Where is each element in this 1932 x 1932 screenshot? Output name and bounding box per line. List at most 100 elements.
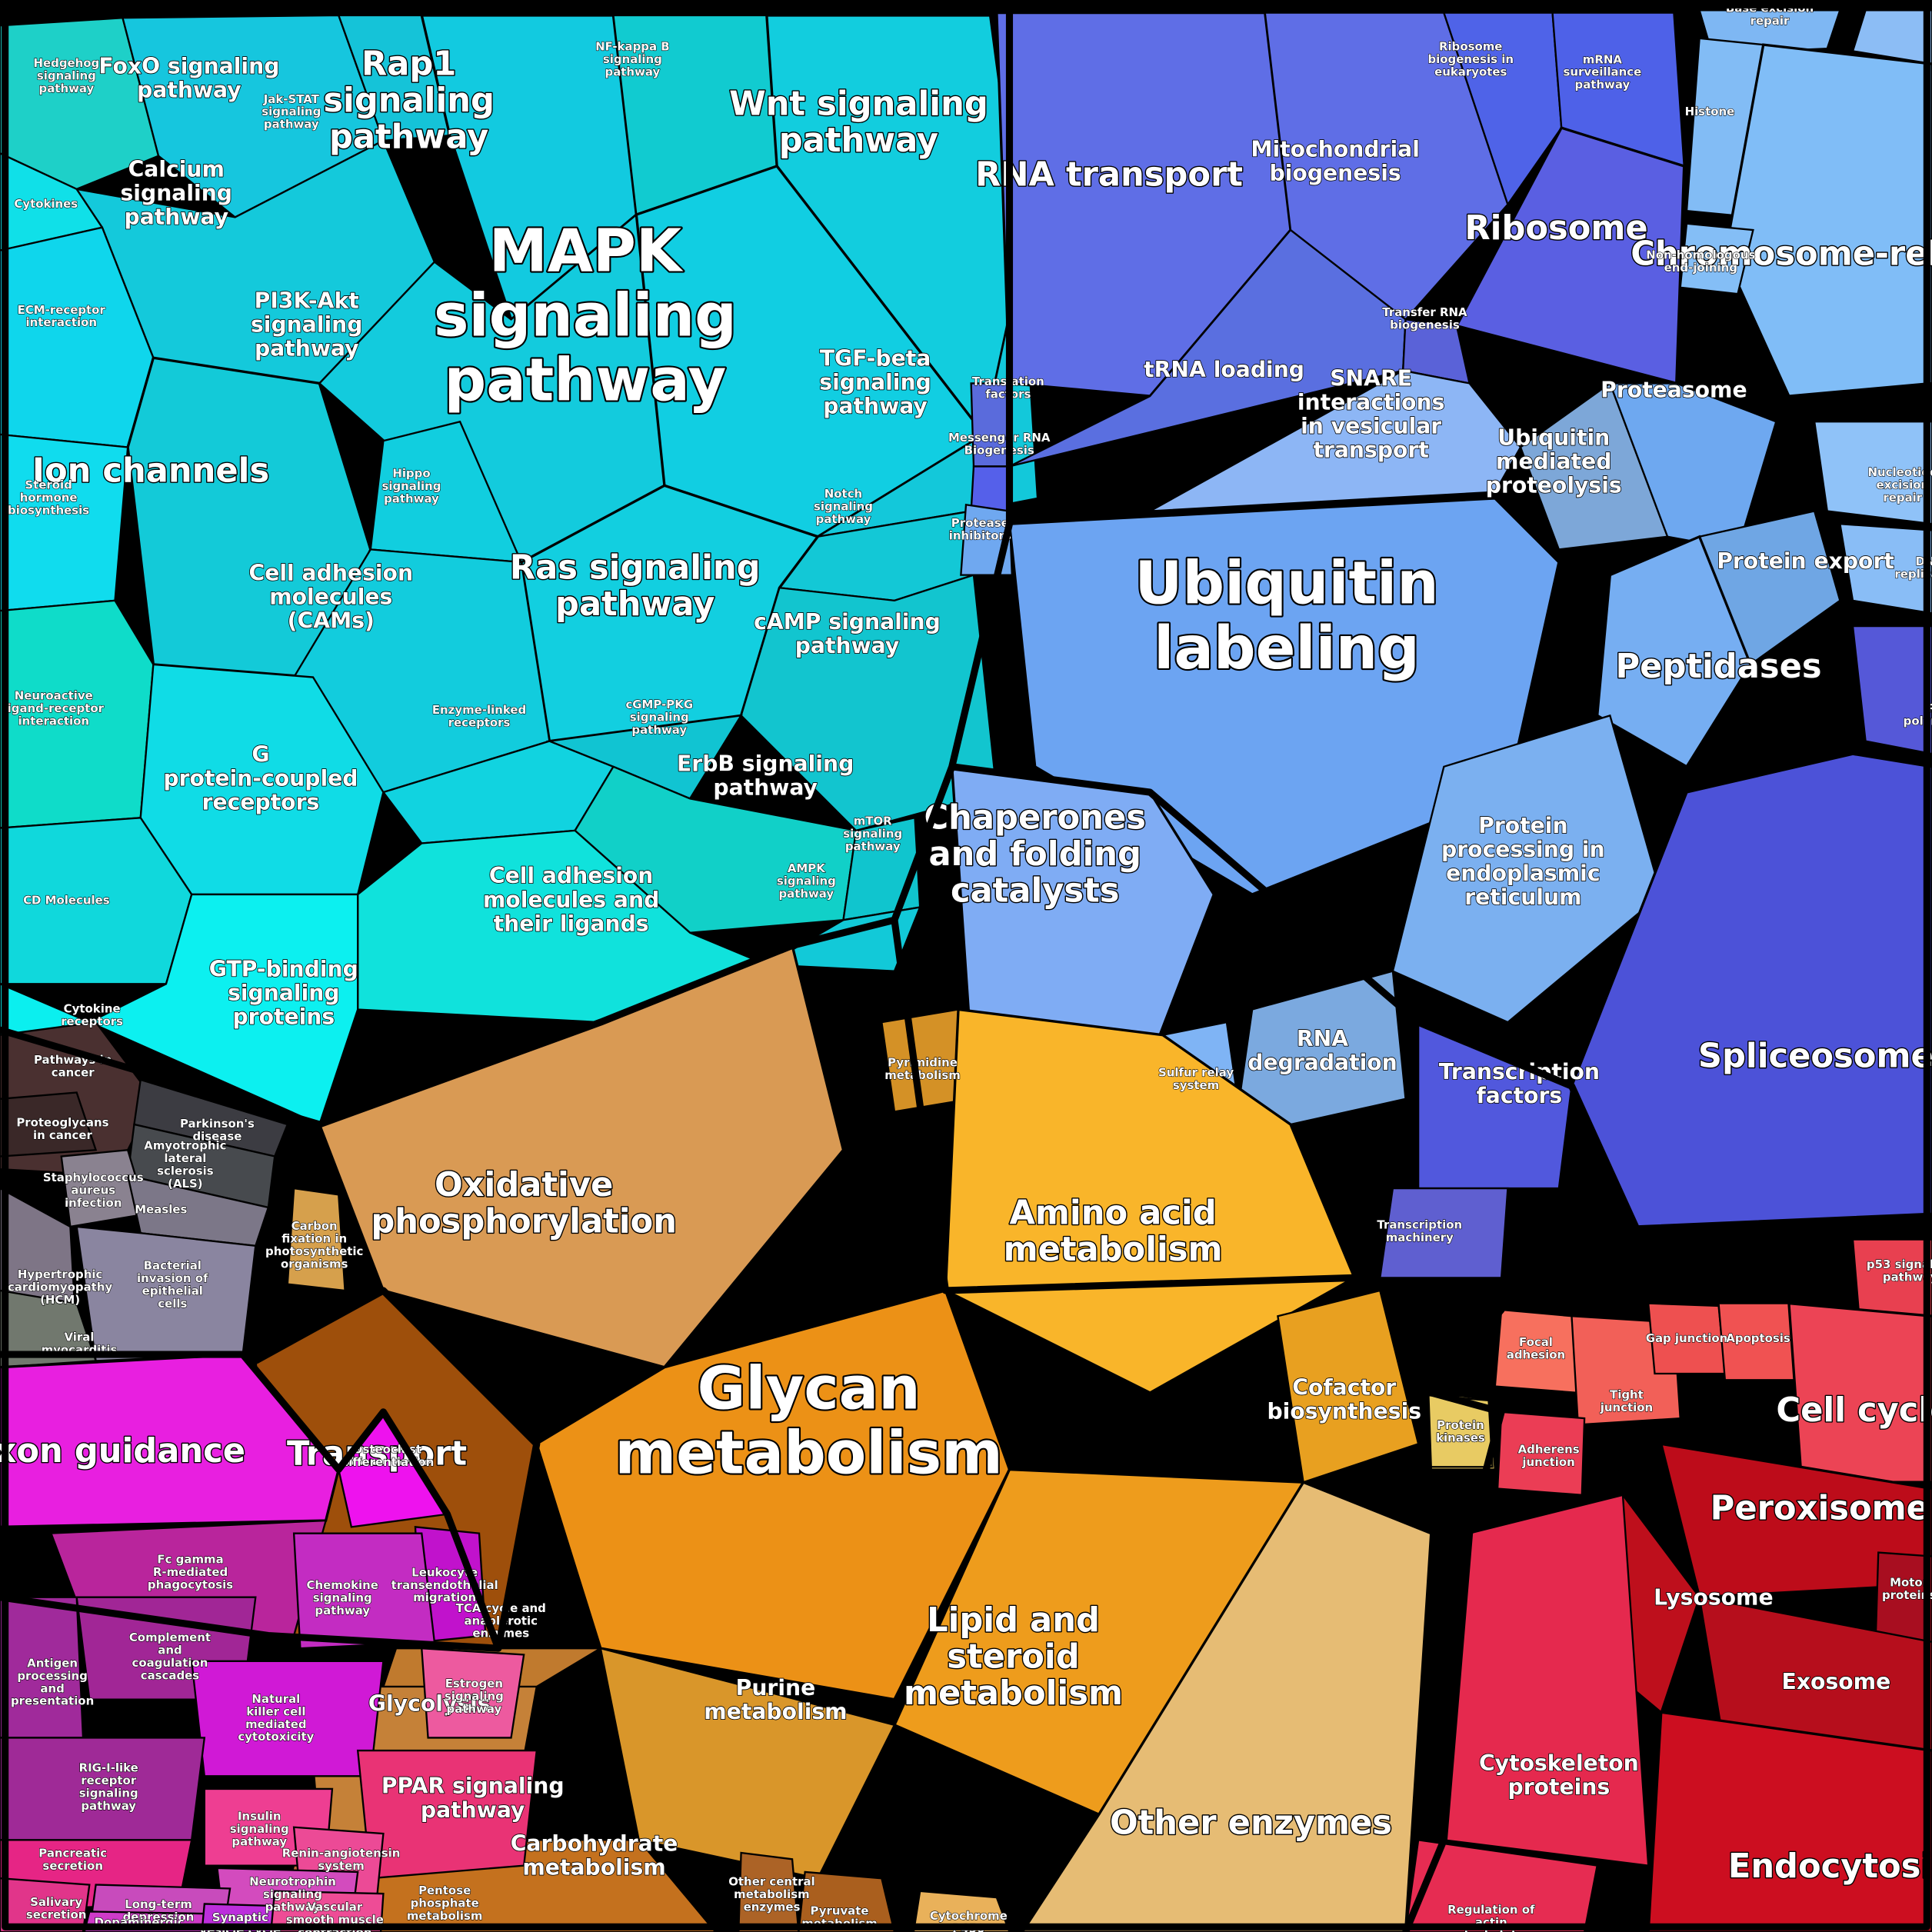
treemap-cell[interactable] xyxy=(798,1870,896,1932)
treemap-cell[interactable] xyxy=(0,1289,98,1368)
treemap-cell[interactable] xyxy=(286,1187,346,1292)
cell-label: Estrogen signaling pathway xyxy=(445,1677,504,1716)
cell-label: Hedgehog signaling pathway xyxy=(34,56,100,95)
cell-label: Nucleotide excision repair xyxy=(1867,465,1932,505)
cell-label: Endocytosis xyxy=(1728,1847,1932,1885)
cell-label: Tight junction xyxy=(1600,1387,1653,1414)
treemap-cell[interactable] xyxy=(1787,1301,1932,1484)
treemap-cell[interactable] xyxy=(1264,12,1509,321)
cell-label: Cytoskeleton proteins xyxy=(1479,1750,1639,1800)
cell-label: Oxidative phosphorylation xyxy=(371,1165,677,1241)
cell-label: Enzyme-linked receptors xyxy=(432,703,526,729)
treemap-cell[interactable] xyxy=(270,1890,385,1932)
cell-label: MAPK signaling pathway xyxy=(434,217,737,415)
cell-label: Antigen processing and presentation xyxy=(11,1656,94,1707)
treemap-cell[interactable] xyxy=(1277,1289,1420,1484)
cell-label: Cell cycle xyxy=(1776,1391,1932,1429)
treemap-cell[interactable] xyxy=(1813,421,1932,525)
cell-label: Ubiquitin mediated proteolysis xyxy=(1486,425,1622,498)
treemap-cell[interactable] xyxy=(1149,369,1522,512)
cell-label: Axon guidance xyxy=(0,1431,245,1470)
cell-label: Chemokine signaling pathway xyxy=(307,1578,378,1617)
cell-label: Cofactor biosynthesis xyxy=(1267,1374,1421,1424)
cell-label: Chaperones and folding catalysts xyxy=(924,798,1146,910)
cell-label: CD Molecules xyxy=(23,893,110,907)
cell-label: Hypertrophic cardiomyopathy (HCM) xyxy=(8,1267,112,1307)
treemap-cell[interactable] xyxy=(75,1225,257,1362)
treemap-cell[interactable] xyxy=(912,1890,1011,1932)
treemap-cell[interactable] xyxy=(420,1647,525,1739)
cell-label: Pentose phosphate metabolism xyxy=(407,1884,483,1923)
cell-label: Adherens junction xyxy=(1518,1443,1580,1469)
cell-label: Protein kinases xyxy=(1436,1418,1485,1444)
cell-label: Complement and coagulation cascades xyxy=(129,1631,211,1682)
treemap-cell[interactable] xyxy=(1427,1394,1494,1468)
treemap-cell[interactable] xyxy=(0,1091,98,1158)
cell-label: Proteoglycans in cancer xyxy=(16,1115,108,1141)
treemap-cell[interactable] xyxy=(357,829,770,1024)
treemap-cell[interactable] xyxy=(1391,714,1663,1024)
cell-label: Rap1 signaling pathway xyxy=(323,45,495,156)
cell-label: ErbB signaling pathway xyxy=(677,751,854,801)
cell-label: RNA transport xyxy=(975,155,1243,194)
treemap-cell[interactable] xyxy=(1874,1551,1932,1644)
cell-label: Amino acid metabolism xyxy=(1004,1194,1223,1269)
treemap-cell[interactable] xyxy=(1647,1710,1932,1932)
cell-label: PI3K-Akt signaling pathway xyxy=(251,288,363,361)
cell-label: Histone xyxy=(1685,105,1735,118)
cell-label: Ribosome xyxy=(1464,209,1647,248)
cell-label: Fc gamma R-mediated phagocytosis xyxy=(148,1553,233,1592)
cell-label: Salivary secretion xyxy=(26,1895,87,1921)
treemap-cell[interactable] xyxy=(1496,1411,1586,1497)
cell-label: Jak-STAT signaling pathway xyxy=(261,92,321,132)
cell-label: Ion channels xyxy=(32,451,269,490)
cell-label: Pyrimidine metabolism xyxy=(884,1055,961,1081)
cell-label: Protease inhibitors xyxy=(949,516,1011,542)
cell-label: Measles xyxy=(135,1202,187,1216)
cell-label: Transcription factors xyxy=(1439,1059,1600,1108)
cell-label: Non-homologous end-joining xyxy=(1646,248,1755,274)
cell-label: Protein processing in endoplasmic reticulum xyxy=(1441,813,1605,910)
treemap-cell[interactable] xyxy=(1443,1494,1650,1867)
treemap-cell[interactable] xyxy=(1595,535,1752,769)
cell-label: ECM-receptor interaction xyxy=(18,303,106,329)
treemap-cell[interactable] xyxy=(1851,9,1932,65)
cell-label: Peroxisome xyxy=(1710,1489,1929,1527)
cell-label: GTP-binding signaling proteins xyxy=(209,956,358,1029)
cell-label: Other enzymes xyxy=(1110,1804,1392,1842)
treemap-cell[interactable] xyxy=(1378,1187,1509,1279)
cell-label: PPAR signaling pathway xyxy=(381,1774,565,1823)
treemap-cell[interactable] xyxy=(1724,43,1932,398)
treemap-cell[interactable] xyxy=(1851,1238,1932,1317)
cell-label: Purine metabolism xyxy=(704,1675,847,1724)
cell-label: Cell adhesion molecules and their ligands xyxy=(483,863,659,936)
treemap-cell[interactable] xyxy=(1679,222,1754,295)
cell-label: mRNA surveillance pathway xyxy=(1563,52,1641,92)
treemap-cell[interactable] xyxy=(738,1851,800,1932)
treemap-cell[interactable] xyxy=(1021,1481,1433,1932)
cell-label: Calcium signaling pathway xyxy=(121,156,233,229)
treemap-cell[interactable] xyxy=(970,465,1011,512)
treemap-cell[interactable] xyxy=(1838,522,1932,615)
treemap-cell[interactable] xyxy=(0,1877,91,1932)
cell-label: Insulin signaling pathway xyxy=(230,1810,289,1849)
cell-label: cAMP signaling pathway xyxy=(754,609,941,658)
cell-label: Proteasome xyxy=(1601,377,1747,402)
group-separator xyxy=(0,1351,502,1650)
cell-label: Cell adhesion molecules (CAMs) xyxy=(249,560,414,633)
treemap-cell[interactable] xyxy=(1404,1839,1599,1932)
group-separator xyxy=(891,763,1640,1397)
treemap-cell[interactable] xyxy=(1698,1596,1932,1752)
treemap-cell[interactable] xyxy=(1851,625,1932,755)
treemap-cell[interactable] xyxy=(0,17,160,191)
cell-label: Lipid and steroid metabolism xyxy=(904,1601,1123,1712)
cell-label: Chromosome-related xyxy=(1631,235,1932,273)
treemap-cell[interactable] xyxy=(1608,382,1777,551)
cell-label: Carbohydrate metabolism xyxy=(511,1830,678,1880)
cell-label: Long-term depression xyxy=(123,1897,195,1924)
cell-label: Motor proteins xyxy=(1882,1576,1932,1602)
cell-label: Other central metabolism enzymes xyxy=(728,1874,815,1914)
treemap-cell[interactable] xyxy=(1659,1442,1932,1599)
cell-label: Ribosome biogenesis in eukaryotes xyxy=(1427,40,1514,79)
